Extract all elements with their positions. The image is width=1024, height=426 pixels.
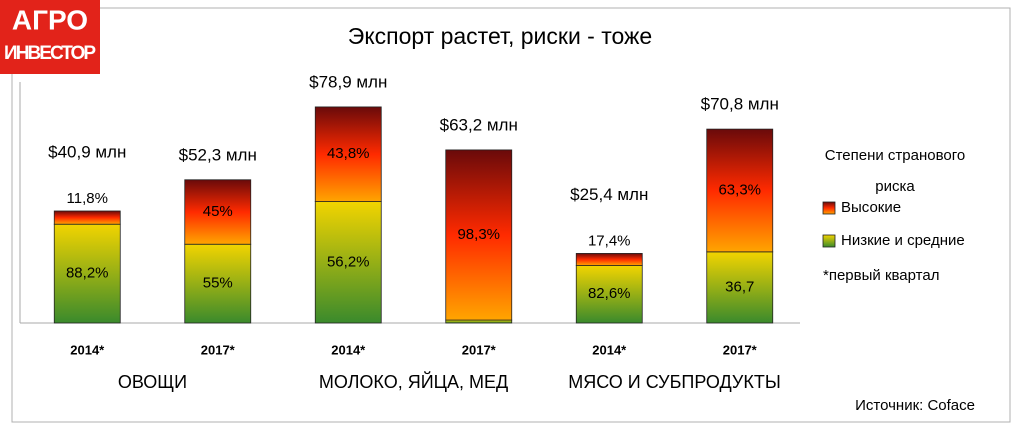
total-label: $70,8 млн [701, 95, 779, 114]
legend-swatch [822, 234, 836, 248]
bar-segment [575, 253, 643, 266]
total-label: $63,2 млн [440, 115, 518, 134]
legend-swatch [822, 201, 836, 215]
data-label: 98,3% [457, 226, 500, 243]
x-tick-label: 2017* [723, 342, 758, 357]
data-label: 17,4% [588, 232, 631, 249]
chart-title: Экспорт растет, риски - тоже [348, 23, 652, 49]
data-label: 82,6% [588, 285, 631, 302]
x-tick-label: 2014* [70, 342, 105, 357]
source: Источник: Coface [855, 397, 975, 414]
legend-title: Степени странового риска [824, 147, 966, 195]
total-label: $52,3 млн [179, 145, 257, 164]
bar-segment [445, 149, 513, 321]
data-label: 11,8% [67, 190, 108, 207]
legend-label: Высокие [841, 199, 901, 216]
group-label: МОЛОКО, ЯЙЦА, МЕД [319, 371, 508, 392]
bar-segment [445, 319, 513, 324]
bar-segment [184, 179, 252, 245]
bar-segment [53, 210, 121, 225]
legend-label: Низкие и средние [841, 232, 965, 249]
data-label: 43,8% [327, 145, 370, 162]
logo-text: АГРО [12, 4, 88, 35]
bar-segment [184, 243, 252, 324]
group-label: МЯСО И СУБПРОДУКТЫ [568, 372, 781, 392]
data-label: 56,2% [327, 253, 370, 270]
total-label: $78,9 млн [309, 72, 387, 91]
data-label: 55% [203, 275, 233, 292]
x-tick-label: 2017* [201, 342, 236, 357]
bar-segment [706, 128, 774, 253]
x-tick-label: 2014* [331, 342, 366, 357]
data-label: 63,3% [718, 181, 761, 198]
data-label: 45% [203, 203, 233, 220]
x-tick-label: 2017* [462, 342, 497, 357]
logo-box [0, 0, 100, 74]
chart-frame [11, 7, 1011, 423]
x-tick-label: 2014* [592, 342, 627, 357]
logo-text: ИНВЕСТОР [4, 43, 96, 64]
data-label: 88,2% [66, 265, 109, 282]
data-label: 36,7 [725, 278, 754, 295]
total-label: $25,4 млн [570, 185, 648, 204]
total-label: $40,9 млн [48, 142, 126, 161]
bar-segment [314, 106, 382, 202]
group-label: ОВОЩИ [118, 372, 187, 392]
bar-segment [706, 251, 774, 324]
note: *первый квартал [823, 267, 939, 284]
bar-segment [314, 201, 382, 324]
